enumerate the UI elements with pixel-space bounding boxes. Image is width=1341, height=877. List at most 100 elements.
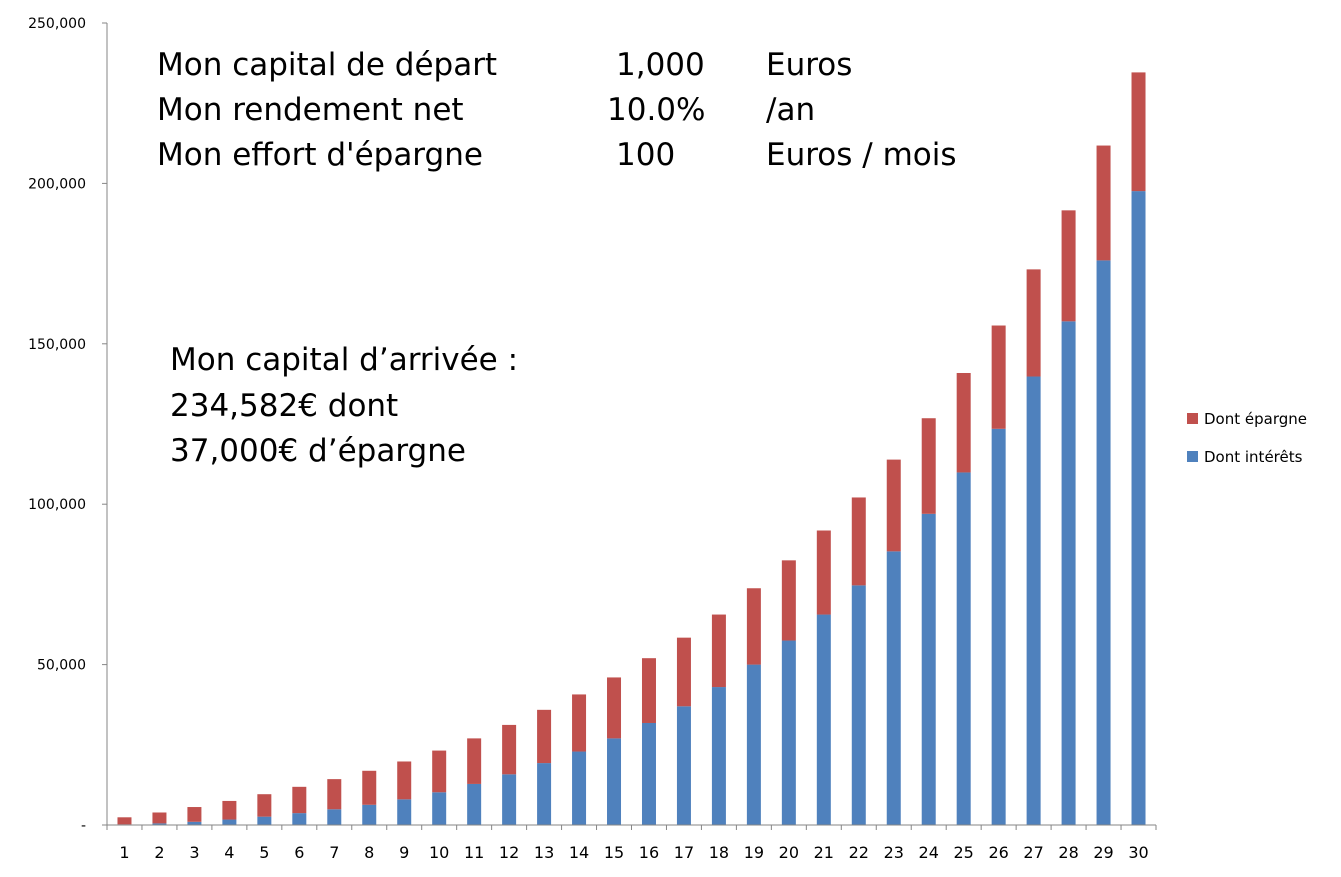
y-tick-label: 100,000 [28,497,86,513]
bar-interets [991,428,1006,825]
bar-interets [607,738,622,825]
bar-epargne [956,372,971,473]
y-tick-label: 200,000 [28,176,86,192]
x-tick-label: 8 [364,843,374,862]
bar-epargne [641,658,656,723]
x-tick-label: 26 [988,843,1008,862]
bar-epargne [502,724,517,775]
x-tick-label: 14 [569,843,589,862]
bar-interets [327,809,342,825]
x-tick-label: 19 [744,843,764,862]
x-tick-label: 5 [259,843,269,862]
bar-interets [781,640,796,825]
bar-epargne [711,614,726,688]
x-tick-label: 12 [499,843,519,862]
y-tick-label: 50,000 [37,658,86,674]
bar-interets [711,687,726,825]
bar-interets [187,821,202,825]
bar-interets [1026,376,1041,825]
x-tick-label: 30 [1128,843,1148,862]
x-tick-label: 25 [954,843,974,862]
info-value-rendement: 10.0% [607,92,706,128]
x-tick-label: 22 [849,843,869,862]
bar-epargne [397,761,412,800]
legend-label: Dont épargne [1204,410,1307,428]
bar-interets [572,751,587,825]
bar-interets [886,551,901,825]
y-tick-label: - [81,818,86,834]
bar-interets [1061,321,1076,825]
legend-swatch [1187,413,1198,424]
x-tick-label: 7 [329,843,339,862]
bar-epargne [851,497,866,586]
bar-epargne [991,325,1006,429]
bar-interets [502,774,517,825]
bar-interets [292,813,307,825]
x-tick-label: 29 [1093,843,1113,862]
bar-epargne [1026,269,1041,377]
bar-epargne [572,694,587,752]
bar-interets [467,783,482,825]
bar-epargne [886,459,901,552]
x-tick-label: 1 [119,843,129,862]
bar-epargne [1131,72,1146,192]
bar-epargne [152,812,167,824]
info-unit-rendement: /an [766,92,816,128]
bar-epargne [781,560,796,641]
bar-interets [432,792,447,825]
legend-label: Dont intérêts [1204,448,1303,466]
x-tick-label: 20 [779,843,799,862]
bar-epargne [117,817,132,825]
legend: Dont épargne Dont intérêts [1187,410,1307,466]
bar-interets [956,472,971,825]
bar-epargne [746,588,761,665]
bar-epargne [1061,210,1076,322]
info-value-capital: 1,000 [616,47,705,83]
bar-epargne [432,750,447,793]
bar-epargne [676,637,691,707]
bar-epargne [816,530,831,615]
x-tick-label: 21 [814,843,834,862]
info-label-rendement: Mon rendement net [157,92,464,128]
bar-epargne [537,709,552,764]
bar-interets [1131,191,1146,826]
bar-interets [152,823,167,825]
x-tick-label: 11 [464,843,484,862]
x-tick-label: 23 [884,843,904,862]
bar-epargne [187,807,202,822]
bar-interets [222,819,237,825]
x-tick-label: 18 [709,843,729,862]
x-tick-label: 24 [919,843,939,862]
bar-interets [537,763,552,825]
x-tick-label: 10 [429,843,449,862]
bar-interets [397,799,412,825]
bar-epargne [1096,145,1111,261]
bar-interets [257,816,272,825]
bar-epargne [257,794,272,817]
info-unit-effort: Euros / mois [766,137,957,173]
bar-epargne [921,418,936,514]
x-tick-label: 16 [639,843,659,862]
x-tick-label: 17 [674,843,694,862]
bar-epargne [327,779,342,810]
info-label-effort: Mon effort d'épargne [157,137,483,173]
bar-interets [1096,260,1111,826]
bar-epargne [292,786,307,814]
legend-swatch [1187,451,1198,462]
info-value-effort: 100 [616,137,676,173]
x-tick-label: 3 [189,843,199,862]
bars-group [117,72,1146,826]
result-line-1: Mon capital d’arrivée : [170,342,519,378]
bar-interets [362,804,377,825]
y-tick-label: 150,000 [28,337,86,353]
x-tick-label: 28 [1058,843,1078,862]
x-tick-label: 13 [534,843,554,862]
bar-epargne [362,770,377,805]
bar-interets [921,513,936,825]
info-unit-capital: Euros [766,47,853,83]
bar-epargne [607,677,622,739]
x-tick-label: 2 [154,843,164,862]
bar-interets [641,722,656,825]
